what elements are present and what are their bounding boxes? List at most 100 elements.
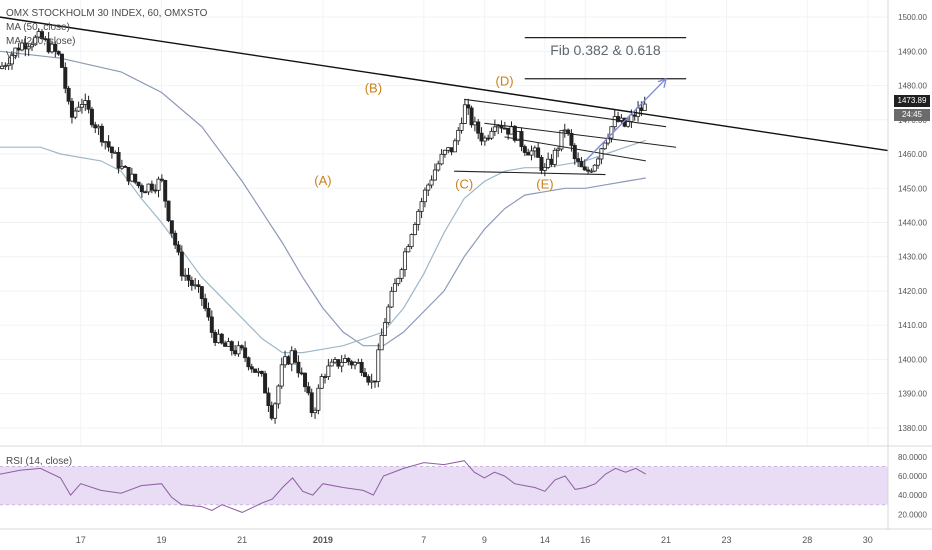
candle-up xyxy=(289,350,294,365)
candle-down xyxy=(569,132,574,146)
candle-down xyxy=(566,129,571,134)
rsi-tick-label: 80.0000 xyxy=(898,453,927,462)
candle-down xyxy=(249,366,254,370)
candle-down xyxy=(149,183,154,191)
candle-down xyxy=(466,104,471,109)
y-tick-label: 1420.00 xyxy=(898,287,927,296)
candle-up xyxy=(283,356,288,366)
wave-label-3: (D) xyxy=(496,74,514,89)
rsi-tick-label: 40.0000 xyxy=(898,491,927,500)
candle-down xyxy=(372,380,377,383)
candle-down xyxy=(59,53,64,68)
candle-up xyxy=(352,362,357,366)
candle-up xyxy=(96,125,101,129)
candle-up xyxy=(313,409,318,414)
candle-up xyxy=(496,125,501,128)
candle-down xyxy=(239,345,244,349)
candle-down xyxy=(39,31,44,40)
x-tick-label: 14 xyxy=(540,535,550,545)
candle-down xyxy=(136,181,141,187)
candle-up xyxy=(113,151,118,154)
candle-up xyxy=(542,167,547,171)
candle-up xyxy=(452,140,457,153)
candle-up xyxy=(343,358,348,363)
candle-up xyxy=(73,110,78,118)
candle-up xyxy=(396,277,401,285)
candle-up xyxy=(409,234,414,248)
y-tick-label: 1440.00 xyxy=(898,219,927,228)
candle-down xyxy=(539,157,544,171)
candle-down xyxy=(116,151,121,169)
candle-up xyxy=(642,103,647,111)
x-tick-label: 2019 xyxy=(313,535,333,545)
candle-down xyxy=(349,361,354,366)
candle-up xyxy=(26,46,31,50)
y-tick-label: 1450.00 xyxy=(898,184,927,193)
candle-down xyxy=(486,137,491,140)
candle-down xyxy=(196,284,201,287)
candle-down xyxy=(63,67,68,89)
ma200-layer xyxy=(0,50,646,347)
candle-up xyxy=(532,147,537,152)
candle-up xyxy=(183,274,188,277)
candle-up xyxy=(193,284,198,287)
candle-down xyxy=(93,124,98,129)
candle-down xyxy=(126,167,131,182)
candle-down xyxy=(106,141,111,148)
wedge-upper-line xyxy=(484,122,677,148)
candle-up xyxy=(612,116,617,128)
candle-down xyxy=(263,373,268,394)
candle-up xyxy=(456,129,461,142)
candle-up xyxy=(406,246,411,253)
candle-up xyxy=(529,150,534,156)
triangle-lower-line xyxy=(454,170,606,176)
candle-up xyxy=(492,126,497,132)
x-tick-label: 16 xyxy=(580,535,590,545)
candle-down xyxy=(519,131,524,147)
candle-up xyxy=(376,349,381,382)
volume-legend: Vol xyxy=(6,50,20,61)
candle-down xyxy=(89,108,94,126)
candle-up xyxy=(399,269,404,279)
triangle-upper-line xyxy=(464,98,667,128)
candle-down xyxy=(506,127,511,135)
candle-down xyxy=(323,376,328,378)
candle-down xyxy=(299,372,304,375)
candle-down xyxy=(266,392,271,407)
candle-down xyxy=(502,127,507,130)
candle-up xyxy=(256,370,261,373)
candle-down xyxy=(56,51,61,55)
candle-down xyxy=(209,316,214,333)
x-tick-label: 30 xyxy=(863,535,873,545)
y-tick-label: 1410.00 xyxy=(898,321,927,330)
y-tick-label: 1480.00 xyxy=(898,82,927,91)
x-tick-label: 17 xyxy=(76,535,86,545)
wave-label-0: (A) xyxy=(314,173,331,188)
candle-down xyxy=(253,368,258,373)
y-tick-label: 1400.00 xyxy=(898,355,927,364)
candle-up xyxy=(389,290,394,308)
candle-down xyxy=(549,158,554,165)
candle-up xyxy=(79,104,84,108)
candle-up xyxy=(416,210,421,225)
candle-up xyxy=(0,65,5,69)
candle-up xyxy=(333,359,338,363)
candle-up xyxy=(446,147,451,151)
candle-down xyxy=(306,386,311,394)
candle-up xyxy=(459,123,464,131)
candle-up xyxy=(216,333,221,343)
candle-down xyxy=(366,376,371,383)
candle-up xyxy=(119,165,124,169)
candle-up xyxy=(412,224,417,235)
candle-down xyxy=(469,107,474,126)
wedge-lower-line xyxy=(504,136,646,162)
candle-up xyxy=(489,130,494,139)
candle-down xyxy=(286,356,291,365)
drawings-layer[interactable]: Fib 0.382 & 0.618 xyxy=(0,16,889,176)
candle-up xyxy=(509,125,514,135)
candle-down xyxy=(293,350,298,363)
candle-down xyxy=(536,147,541,158)
candle-down xyxy=(586,169,591,172)
